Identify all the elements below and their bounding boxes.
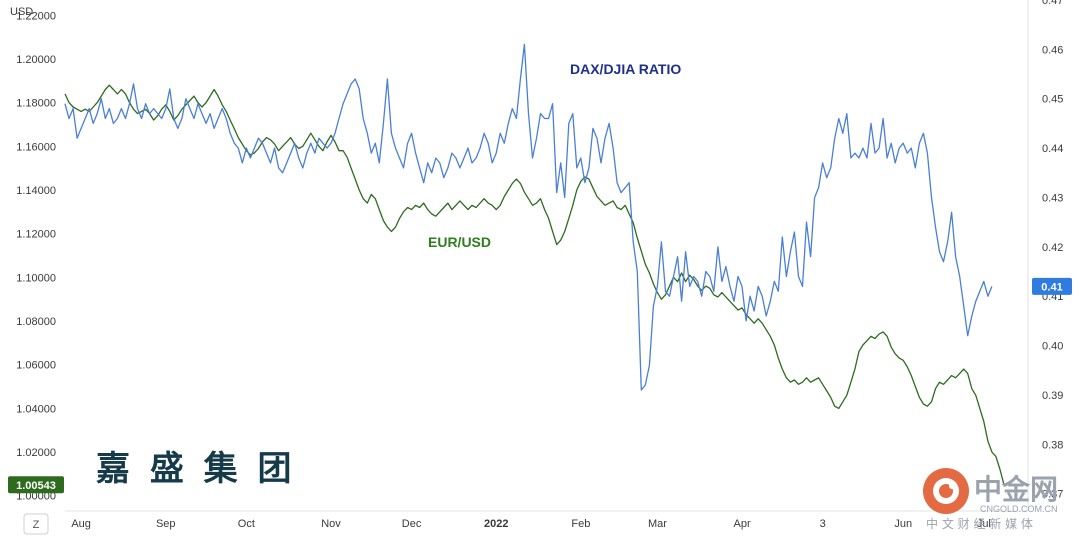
right-axis-ticks: 0.37 0.38 0.39 0.40 0.41 0.42 0.43 0.44 0.45 0.46… [1042,0,1063,501]
left-tick-label: 1.22000 [16,10,56,22]
left-tick-label: 1.06000 [16,360,56,372]
left-tick-label: 1.12000 [16,229,56,241]
right-tick-label: 0.37 [1042,489,1063,501]
left-axis-unit: USD [10,6,33,18]
x-tick-label: Feb [571,518,590,530]
x-tick-label: Oct [238,518,255,530]
zoom-button[interactable]: Z [23,513,49,535]
left-tick-label: 1.20000 [16,54,56,66]
x-tick-label: Jun [894,518,912,530]
x-tick-label: Nov [321,518,341,530]
x-tick-label: 3 [820,518,826,530]
x-tick-label: 2022 [484,518,508,530]
site-logo-icon [923,468,969,514]
right-tick-label: 0.43 [1042,192,1063,204]
site-watermark-domain: CNGOLD.COM.CN [980,504,1058,514]
left-tick-label: 1.10000 [16,272,56,284]
zoom-button-label: Z [33,519,40,531]
series-line-dax-djia-ratio [64,43,993,391]
series-line-eurusd [64,84,1005,485]
site-watermark-name: 中金网 [974,473,1058,506]
series-label-eurusd: EUR/USD [428,234,491,250]
last-value-ratio: 0.41 [1041,281,1062,293]
left-tick-label: 1.02000 [16,447,56,459]
x-tick-label: Jul [977,518,991,530]
right-tick-label: 0.46 [1042,44,1063,56]
last-value-eurusd: 1.00543 [16,480,56,492]
left-tick-label: 1.18000 [16,98,56,110]
right-tick-label: 0.39 [1042,390,1063,402]
left-tick-label: 1.08000 [16,316,56,328]
right-tick-label: 0.45 [1042,94,1063,106]
right-tick-label: 0.40 [1042,341,1063,353]
company-watermark: 嘉 盛 集 团 [96,449,296,489]
x-axis-ticks: Aug Sep Oct Nov Dec 2022 Feb Mar Apr 3 Jun Jul [71,518,991,530]
site-watermark-tagline: 中 文 财 经 新 媒 体 [926,516,1033,531]
left-tick-label: 1.00000 [16,491,56,503]
x-tick-label: Dec [402,518,422,530]
x-tick-label: Mar [648,518,667,530]
last-value-badge-ratio: 0.41 [1032,277,1072,295]
series-label-dax-djia-ratio: DAX/DJIA RATIO [570,61,681,77]
x-tick-label: Aug [71,518,91,530]
right-tick-label: 0.38 [1042,439,1063,451]
x-tick-label: Sep [156,518,176,530]
x-tick-label: Apr [733,518,750,530]
left-tick-label: 1.16000 [16,141,56,153]
right-tick-label: 0.47 [1042,0,1063,7]
left-tick-label: 1.04000 [16,403,56,415]
right-tick-label: 0.44 [1042,143,1063,155]
left-axis-ticks: 1.00000 1.02000 1.04000 1.06000 1.08000 1.100… [16,10,56,502]
last-value-badge-eurusd: 1.00543 [8,476,64,494]
right-tick-label: 0.42 [1042,242,1063,254]
left-tick-label: 1.14000 [16,185,56,197]
